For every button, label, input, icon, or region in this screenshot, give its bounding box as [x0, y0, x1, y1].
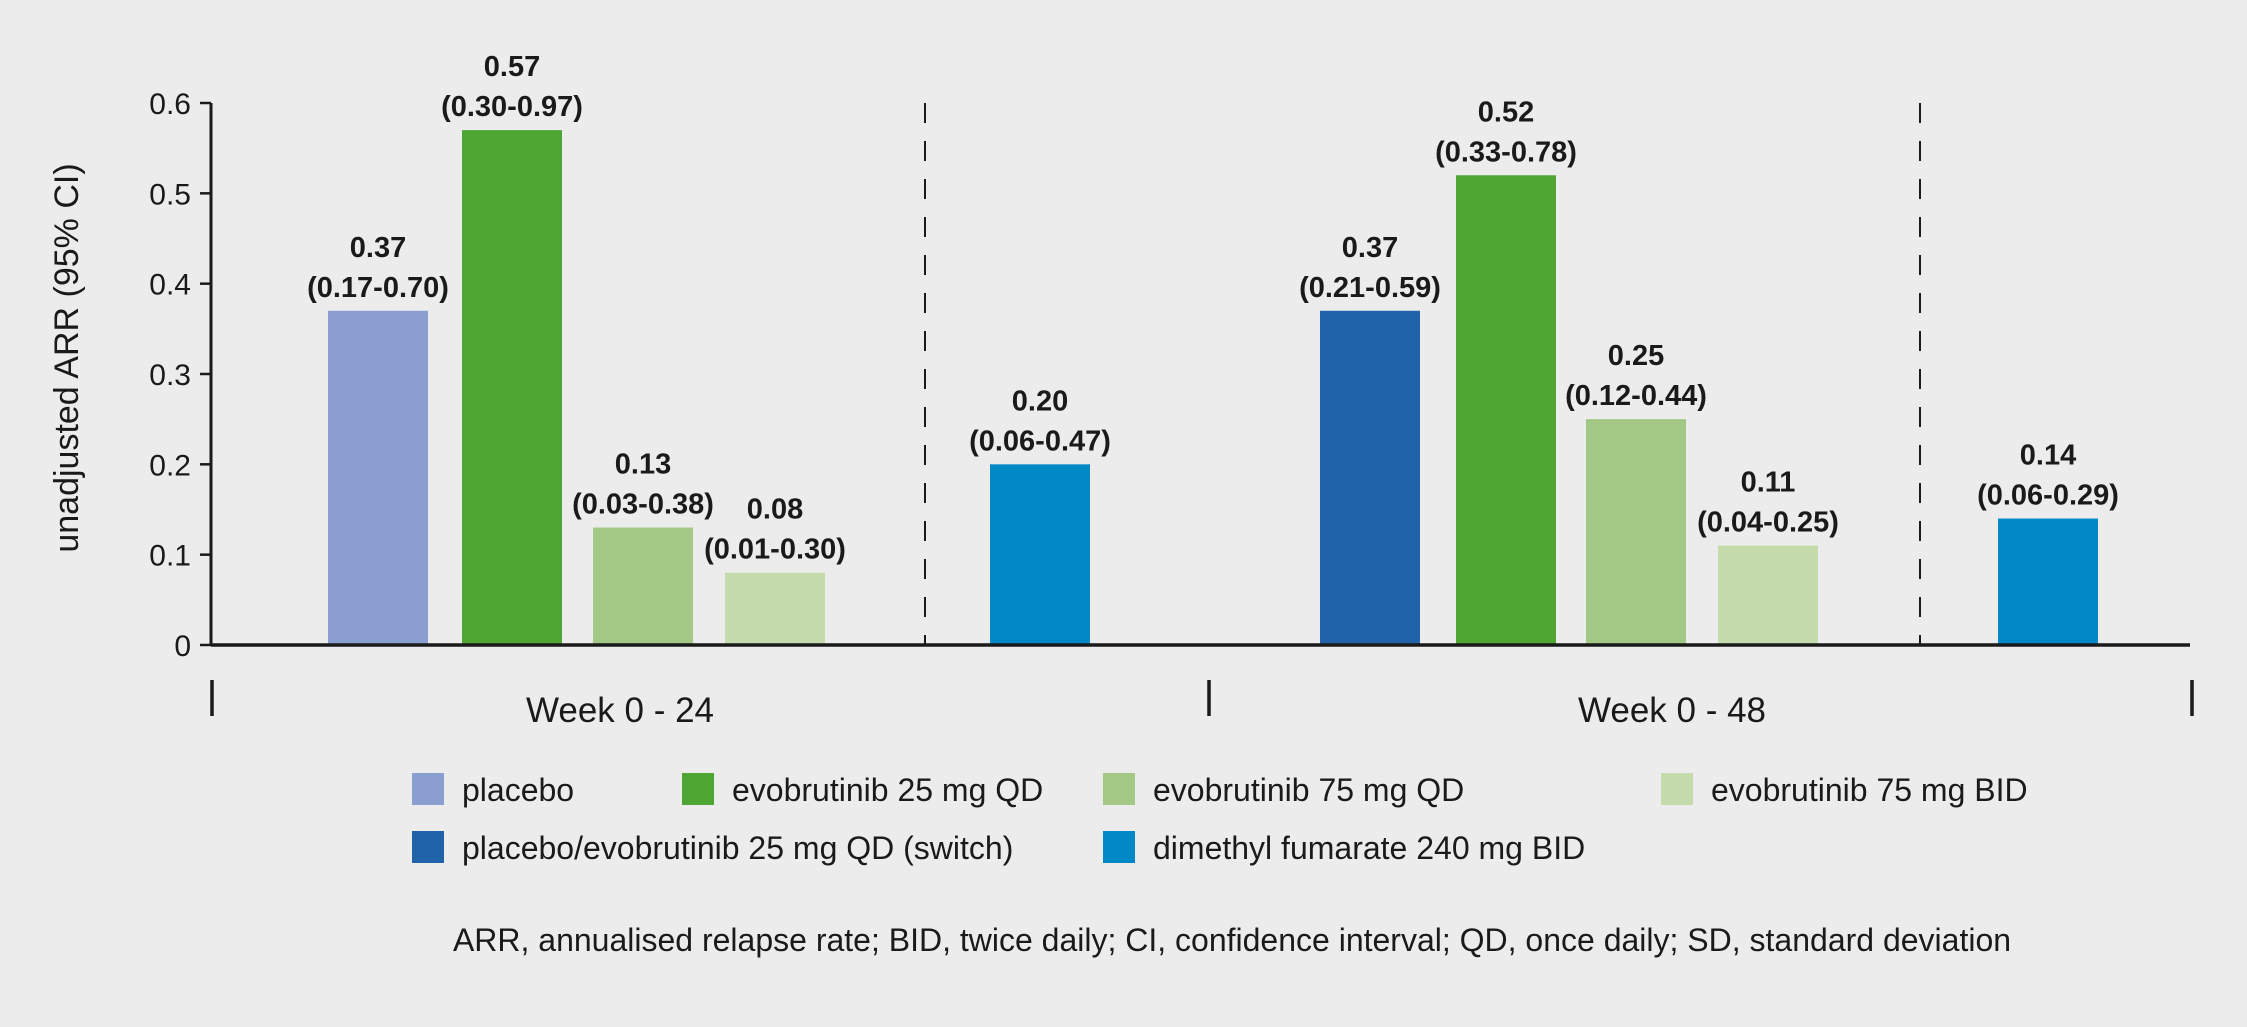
- y-axis-ticks: 0 0.1 0.2 0.3 0.4 0.5 0.6: [149, 88, 211, 663]
- y-tick-label: 0.6: [149, 88, 191, 121]
- bar-labels: (0.17-0.70) 0.37 (0.30-0.97) 0.57 (0.03-0.38…: [307, 51, 2119, 566]
- bar-value-label: 0.20: [1012, 385, 1068, 417]
- bar-ci-label: (0.21-0.59): [1299, 272, 1441, 304]
- group-label: Week 0 - 48: [1578, 691, 1766, 730]
- y-tick-label: 0.5: [149, 178, 191, 211]
- bar-evobrutinib-75-mg-bid: [725, 572, 825, 645]
- group-labels: Week 0 - 24 Week 0 - 48: [526, 691, 1766, 730]
- bar-ci-label: (0.33-0.78): [1435, 136, 1577, 168]
- bar-dimethyl-fumarate-240-mg-bid: [990, 464, 1090, 645]
- bar-ci-label: (0.17-0.70): [307, 272, 449, 304]
- legend: placebo evobrutinib 25 mg QD evobrutinib 7…: [412, 772, 2028, 866]
- bar-dimethyl-fumarate-240-mg-bid: [1998, 518, 2098, 645]
- legend-label: evobrutinib 75 mg BID: [1711, 772, 2028, 808]
- legend-swatch-evobrutinib-75-mg-qd: [1103, 773, 1135, 805]
- axes: [209, 103, 2194, 716]
- bar-evobrutinib-25-mg-qd: [462, 130, 562, 646]
- y-tick-label: 0.4: [149, 269, 191, 302]
- y-tick-label: 0: [174, 630, 191, 663]
- bar-placebo: [328, 310, 428, 645]
- y-tick-label: 0.2: [149, 449, 191, 482]
- bar-evobrutinib-75-mg-bid: [1718, 545, 1818, 645]
- bar-value-label: 0.14: [2020, 440, 2076, 472]
- legend-swatch-placebo-evobrutinib-25-mg-qd-switch: [412, 831, 444, 863]
- legend-label: evobrutinib 75 mg QD: [1153, 772, 1464, 808]
- bar-ci-label: (0.12-0.44): [1565, 380, 1707, 412]
- bar-value-label: 0.25: [1608, 340, 1664, 372]
- legend-swatch-evobrutinib-75-mg-bid: [1661, 773, 1693, 805]
- bar-ci-label: (0.01-0.30): [704, 534, 846, 566]
- bar-value-label: 0.37: [350, 232, 406, 264]
- bar-value-label: 0.57: [484, 51, 540, 83]
- group-label: Week 0 - 24: [526, 691, 714, 730]
- bar-value-label: 0.37: [1342, 232, 1398, 264]
- legend-swatch-placebo: [412, 773, 444, 805]
- legend-swatch-dimethyl-fumarate-240-mg-bid: [1103, 831, 1135, 863]
- bars: [328, 130, 2098, 646]
- legend-label: dimethyl fumarate 240 mg BID: [1153, 830, 1585, 866]
- y-tick-label: 0.1: [149, 540, 191, 573]
- footnote: ARR, annualised relapse rate; BID, twice…: [453, 922, 2011, 958]
- bar-value-label: 0.13: [615, 449, 671, 481]
- bar-ci-label: (0.30-0.97): [441, 91, 583, 123]
- bar-ci-label: (0.03-0.38): [572, 489, 714, 521]
- y-axis-label: unadjusted ARR (95% CI): [48, 163, 86, 552]
- y-tick-label: 0.3: [149, 359, 191, 392]
- bar-ci-label: (0.04-0.25): [1697, 507, 1839, 539]
- legend-label: placebo: [462, 772, 574, 808]
- legend-label: placebo/evobrutinib 25 mg QD (switch): [462, 830, 1013, 866]
- bar-evobrutinib-25-mg-qd: [1456, 175, 1556, 645]
- bar-value-label: 0.08: [747, 494, 803, 526]
- bar-value-label: 0.52: [1478, 96, 1534, 128]
- bar-evobrutinib-75-mg-qd: [1586, 419, 1686, 645]
- bar-value-label: 0.11: [1741, 467, 1796, 499]
- bar-ci-label: (0.06-0.29): [1977, 480, 2119, 512]
- bar-ci-label: (0.06-0.47): [969, 425, 1111, 457]
- legend-swatch-evobrutinib-25-mg-qd: [682, 773, 714, 805]
- bar-placebo-evobrutinib-25-mg-qd-switch: [1320, 310, 1420, 645]
- legend-label: evobrutinib 25 mg QD: [732, 772, 1043, 808]
- bar-evobrutinib-75-mg-qd: [593, 527, 693, 645]
